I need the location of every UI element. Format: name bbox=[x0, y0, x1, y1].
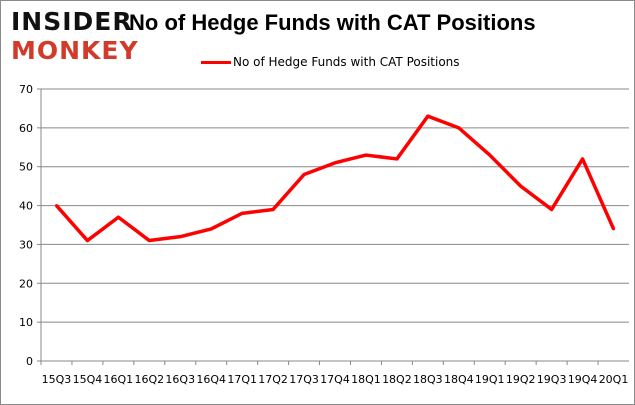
insider-monkey-logo: INSIDER MONKEY bbox=[11, 7, 139, 65]
x-tick-label: 17Q3 bbox=[289, 373, 319, 386]
x-tick-label: 15Q3 bbox=[42, 373, 72, 386]
data-point bbox=[457, 126, 461, 130]
x-tick-label: 20Q1 bbox=[599, 373, 629, 386]
y-tick-label: 10 bbox=[19, 316, 33, 329]
x-tick-label: 18Q2 bbox=[382, 373, 412, 386]
y-tick-label: 60 bbox=[19, 122, 33, 135]
x-tick-label: 16Q4 bbox=[196, 373, 226, 386]
chart-title: No of Hedge Funds with CAT Positions bbox=[129, 10, 536, 35]
data-point bbox=[519, 184, 523, 188]
x-tick-label: 18Q4 bbox=[444, 373, 474, 386]
series-line bbox=[55, 114, 616, 243]
x-tick-label: 16Q3 bbox=[165, 373, 195, 386]
data-point bbox=[302, 172, 306, 176]
data-point bbox=[612, 227, 616, 231]
x-tick-label: 17Q2 bbox=[258, 373, 288, 386]
legend-swatch bbox=[201, 60, 231, 64]
x-tick-label: 19Q4 bbox=[568, 373, 598, 386]
x-tick-label: 18Q1 bbox=[351, 373, 381, 386]
data-point bbox=[488, 153, 492, 157]
y-tick-label: 0 bbox=[26, 355, 33, 368]
data-point bbox=[364, 153, 368, 157]
data-point bbox=[178, 235, 182, 239]
legend-label: No of Hedge Funds with CAT Positions bbox=[233, 55, 460, 69]
x-tick-label: 19Q1 bbox=[475, 373, 505, 386]
data-point bbox=[581, 157, 585, 161]
y-tick-label: 40 bbox=[19, 200, 33, 213]
data-point bbox=[333, 161, 337, 165]
x-tick-label: 19Q3 bbox=[537, 373, 567, 386]
y-tick-label: 70 bbox=[19, 83, 33, 96]
data-point bbox=[426, 114, 430, 118]
data-point bbox=[550, 207, 554, 211]
x-tick-label: 17Q1 bbox=[227, 373, 257, 386]
x-tick-label: 16Q1 bbox=[104, 373, 134, 386]
y-tick-label: 30 bbox=[19, 238, 33, 251]
data-point bbox=[395, 157, 399, 161]
x-tick-label: 17Q4 bbox=[320, 373, 350, 386]
x-tick-label: 18Q3 bbox=[413, 373, 443, 386]
data-point bbox=[209, 227, 213, 231]
logo-line-1: INSIDER bbox=[11, 7, 133, 36]
x-tick-label: 16Q2 bbox=[134, 373, 164, 386]
y-tick-label: 50 bbox=[19, 161, 33, 174]
data-point bbox=[147, 239, 151, 243]
x-tick-label: 19Q2 bbox=[506, 373, 536, 386]
data-point bbox=[85, 239, 89, 243]
data-point bbox=[54, 204, 58, 208]
x-tick-label: 15Q4 bbox=[73, 373, 103, 386]
data-point bbox=[240, 211, 244, 215]
data-point bbox=[271, 207, 275, 211]
y-tick-label: 20 bbox=[19, 277, 33, 290]
data-point bbox=[116, 215, 120, 219]
legend: No of Hedge Funds with CAT Positions bbox=[201, 55, 460, 69]
logo-line-2: MONKEY bbox=[11, 36, 139, 65]
